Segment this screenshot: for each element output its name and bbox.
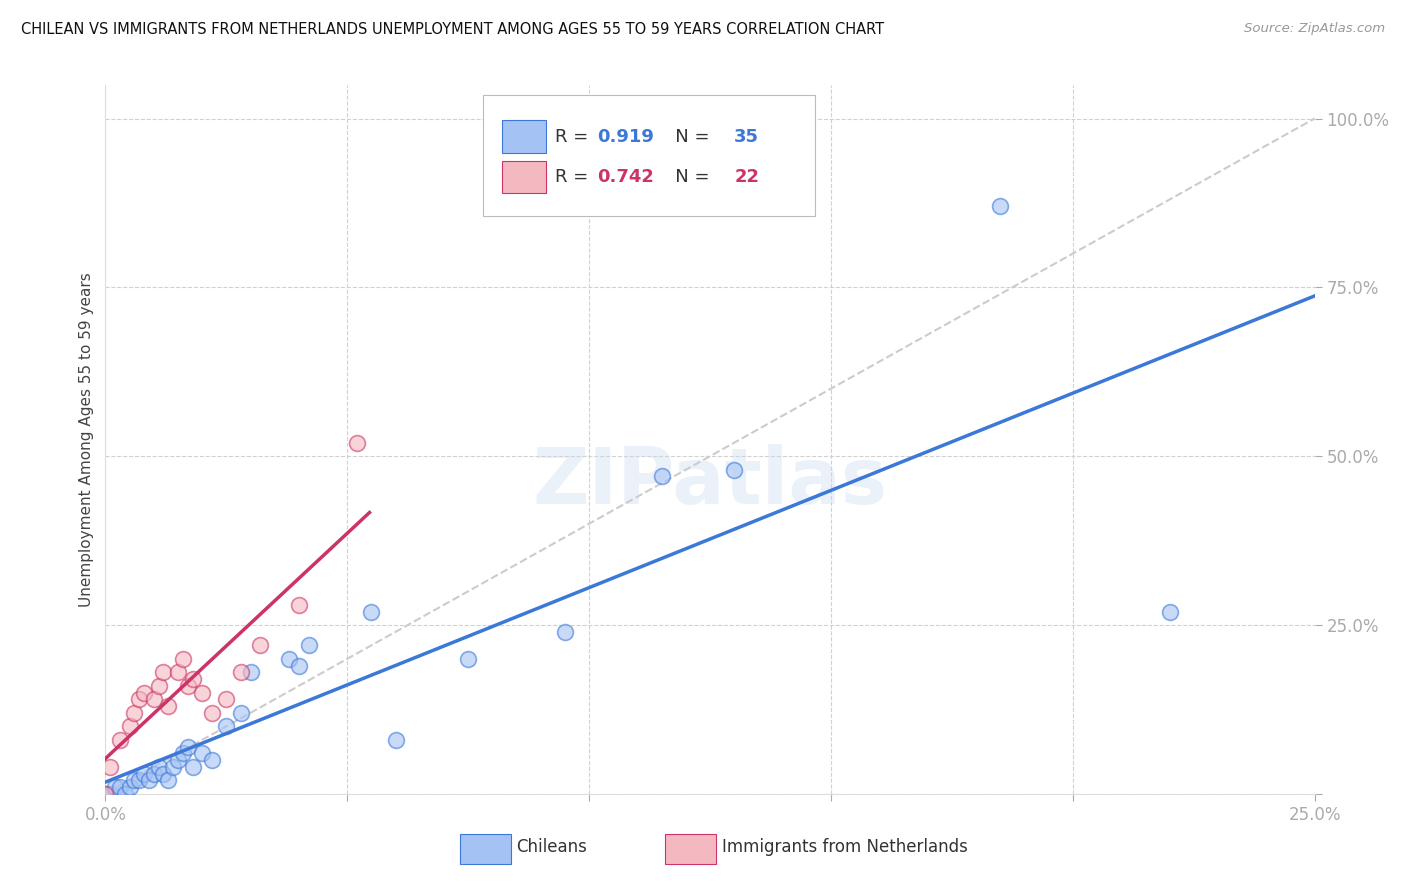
Point xyxy=(134,685,156,699)
Text: CHILEAN VS IMMIGRANTS FROM NETHERLANDS UNEMPLOYMENT AMONG AGES 55 TO 59 YEARS CO: CHILEAN VS IMMIGRANTS FROM NETHERLANDS U… xyxy=(21,22,884,37)
Point xyxy=(98,760,121,774)
Point xyxy=(988,199,1011,213)
Point xyxy=(157,773,180,788)
Point xyxy=(118,719,141,733)
Y-axis label: Unemployment Among Ages 55 to 59 years: Unemployment Among Ages 55 to 59 years xyxy=(79,272,94,607)
Point xyxy=(181,672,204,686)
Point xyxy=(152,665,174,680)
Point xyxy=(554,624,576,639)
Point xyxy=(148,679,170,693)
Point xyxy=(172,652,194,666)
Point xyxy=(94,787,117,801)
Point xyxy=(181,760,204,774)
Point xyxy=(148,760,170,774)
Point xyxy=(108,780,131,794)
Point xyxy=(176,739,198,754)
FancyBboxPatch shape xyxy=(665,834,716,864)
Point xyxy=(457,652,479,666)
Point xyxy=(142,766,165,780)
FancyBboxPatch shape xyxy=(502,120,546,153)
Text: 22: 22 xyxy=(734,168,759,186)
Text: Immigrants from Netherlands: Immigrants from Netherlands xyxy=(723,838,967,856)
FancyBboxPatch shape xyxy=(460,834,510,864)
Point xyxy=(191,747,214,761)
Text: 0.742: 0.742 xyxy=(598,168,654,186)
Point xyxy=(249,638,271,652)
Text: Chileans: Chileans xyxy=(516,838,588,856)
Point xyxy=(191,685,214,699)
Point xyxy=(152,766,174,780)
Point xyxy=(128,692,150,706)
Point xyxy=(297,638,319,652)
Point xyxy=(134,766,156,780)
Text: N =: N = xyxy=(658,168,716,186)
Point xyxy=(124,773,146,788)
Text: ZIPatlas: ZIPatlas xyxy=(533,444,887,520)
Point xyxy=(162,760,184,774)
Point xyxy=(118,780,141,794)
Point xyxy=(239,665,262,680)
Point xyxy=(288,598,311,612)
Text: 35: 35 xyxy=(734,128,759,145)
Point xyxy=(167,753,190,767)
Point xyxy=(128,773,150,788)
Point xyxy=(98,787,121,801)
FancyBboxPatch shape xyxy=(482,95,815,216)
Point xyxy=(278,652,301,666)
Text: N =: N = xyxy=(658,128,716,145)
Point xyxy=(94,787,117,801)
Point xyxy=(114,787,136,801)
Point xyxy=(104,780,127,794)
Point xyxy=(215,719,238,733)
Text: Source: ZipAtlas.com: Source: ZipAtlas.com xyxy=(1244,22,1385,36)
Point xyxy=(157,699,180,714)
Point xyxy=(176,679,198,693)
Point xyxy=(108,732,131,747)
Point xyxy=(138,773,160,788)
Point xyxy=(201,753,224,767)
Point xyxy=(360,605,382,619)
Point xyxy=(124,706,146,720)
Point xyxy=(384,732,406,747)
Point xyxy=(229,665,252,680)
Point xyxy=(167,665,190,680)
Point xyxy=(215,692,238,706)
Point xyxy=(1159,605,1181,619)
FancyBboxPatch shape xyxy=(502,161,546,194)
Text: 0.919: 0.919 xyxy=(598,128,654,145)
Point xyxy=(201,706,224,720)
Point xyxy=(229,706,252,720)
Point xyxy=(723,463,745,477)
Point xyxy=(288,658,311,673)
Text: R =: R = xyxy=(555,128,595,145)
Point xyxy=(651,469,673,483)
Point xyxy=(142,692,165,706)
Point xyxy=(346,435,368,450)
Point xyxy=(172,747,194,761)
Text: R =: R = xyxy=(555,168,595,186)
